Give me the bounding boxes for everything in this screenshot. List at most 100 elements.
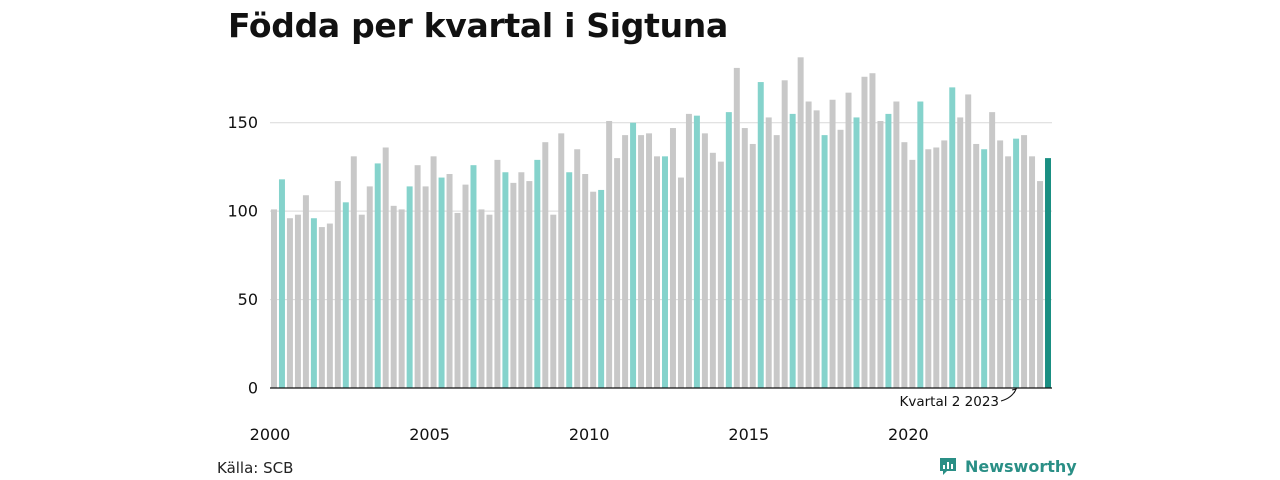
bar [925,149,932,388]
bar [470,165,477,388]
bar [654,156,660,388]
x-tick-label: 2000 [250,425,291,444]
y-axis-ticks: 0 50 100 150 [227,113,258,397]
brand-logo: Newsworthy [938,456,1077,476]
bar [518,172,525,388]
bar [989,112,996,388]
bar [550,214,557,388]
bar [773,135,780,388]
bar [733,67,740,389]
bar [997,140,1004,388]
bar [861,76,868,388]
bar [598,189,605,388]
source-label: Källa: SCB [217,459,294,477]
bar [1005,156,1012,388]
bar [813,110,820,389]
bar [669,128,676,389]
bar [957,117,964,389]
bar [709,152,716,388]
newsworthy-logo-icon [940,458,956,475]
bar [693,115,700,388]
bar [462,184,469,388]
bar [406,186,413,388]
bar [430,156,437,388]
bar [1029,156,1036,388]
bar [342,202,349,388]
y-tick-label: 0 [248,379,258,398]
bar [646,133,653,388]
bar [757,82,764,388]
x-tick-label: 2010 [569,425,610,444]
bar [502,172,509,388]
bar [622,135,629,388]
bar [805,101,812,389]
y-tick-label: 100 [227,202,258,221]
bar [286,218,293,388]
bar [534,159,541,388]
bar [566,172,573,388]
x-axis-ticks: 2000 2005 2010 2015 2020 [250,425,929,444]
bar [845,92,852,389]
bar [662,156,668,388]
bar [318,227,325,388]
bar [271,209,277,388]
bar [933,147,940,388]
bar [374,163,381,388]
bar [965,94,972,388]
bar [590,191,597,388]
bar [310,218,317,388]
bar [606,120,613,388]
bar [1013,138,1020,388]
bar [741,128,748,389]
bar [917,101,924,389]
bar [781,80,788,388]
bar [366,186,373,388]
bar [893,101,900,389]
bars [271,57,1051,389]
bar [334,181,341,388]
bar [574,149,581,388]
bar [725,112,732,388]
bar [382,147,389,388]
bar [949,87,956,389]
annotation-arrow [1000,388,1018,402]
x-tick-label: 2020 [888,425,929,444]
bar [358,214,365,388]
annotation: Kvartal 2 2023 [899,388,1018,410]
bar [398,209,405,388]
bar [486,214,493,388]
bar [526,181,533,388]
bar [789,113,796,388]
bar [677,177,684,388]
bar [414,165,421,388]
bar [302,195,309,388]
bar [278,179,285,388]
bar [1021,135,1028,388]
bar [422,186,429,388]
bar [821,135,828,388]
bar [877,120,884,388]
bar [454,212,461,388]
bar [494,159,501,388]
bar [1045,158,1051,388]
bar [973,143,980,388]
x-tick-label: 2015 [728,425,769,444]
bar [717,161,724,388]
bar [438,177,445,388]
bar [749,143,756,388]
y-tick-label: 50 [238,290,258,309]
bar [885,113,892,388]
bar [685,113,692,388]
bar [638,135,645,388]
bar [853,117,860,389]
bar [558,133,565,388]
y-tick-label: 150 [227,113,258,132]
annotation-label: Kvartal 2 2023 [899,394,999,410]
bar [981,149,988,388]
bar [701,133,708,388]
bar [837,129,844,388]
bar [326,223,333,388]
bar [542,142,549,388]
bar [294,214,301,388]
brand-name: Newsworthy [965,456,1077,476]
